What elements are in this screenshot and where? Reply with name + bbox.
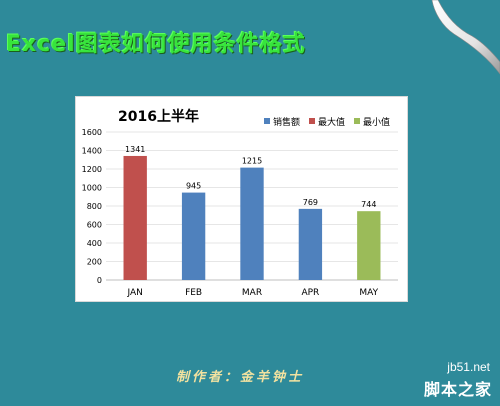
y-axis-ticks: 0 200 400 600 800 1000 1200 1400 1600 [82,128,102,285]
y-tick-label: 1200 [82,165,102,174]
legend-label-min: 最小值 [363,116,390,128]
author-credit: 制作者：金羊钟士 [176,370,305,385]
x-tick-label: MAR [242,288,262,298]
x-tick-label: JAN [127,288,143,298]
bar-feb [181,192,206,280]
slide-title: Excel图表如何使用条件格式 [6,32,306,57]
chart-title: 2016上半年 [118,108,199,125]
y-tick-label: 600 [87,221,102,230]
x-tick-label: MAY [359,288,378,298]
legend-label-max: 最大值 [318,116,345,128]
bar-mar [240,167,264,280]
watermark-name: 脚本之家 [423,380,492,399]
bar-chart: 2016上半年 销售额 最大值 最小值 0 200 400 600 800 1000 1200 1… [82,108,398,298]
x-axis-ticks: JAN FEB MAR APR MAY [127,288,379,298]
data-label: 1215 [242,157,262,166]
data-label: 1341 [125,145,145,154]
watermark-site: jb51.net [447,360,490,374]
bar-apr [298,208,323,280]
chart-legend: 销售额 最大值 最小值 [264,116,390,128]
chart-card: 2016上半年 销售额 最大值 最小值 0 200 400 600 800 1000 1200 1… [75,96,408,302]
legend-swatch-sales [264,118,270,124]
y-tick-label: 400 [87,239,102,248]
data-labels: 1341 945 1215 769 744 [125,145,376,209]
x-tick-label: APR [301,288,319,298]
data-label: 769 [303,198,318,207]
y-tick-label: 0 [97,276,102,285]
data-label: 744 [361,200,376,209]
bar-may [357,211,381,280]
bars [123,155,381,280]
bar-jan [123,155,147,280]
y-tick-label: 200 [87,258,102,267]
legend-swatch-min [354,118,360,124]
y-tick-label: 1000 [82,184,102,193]
y-tick-label: 1600 [82,128,102,137]
legend-label-sales: 销售额 [273,116,300,128]
page-curl-decoration [431,0,500,75]
y-tick-label: 800 [87,202,102,211]
y-tick-label: 1400 [82,147,102,156]
data-label: 945 [186,182,201,191]
legend-swatch-max [309,118,315,124]
x-tick-label: FEB [185,288,202,298]
